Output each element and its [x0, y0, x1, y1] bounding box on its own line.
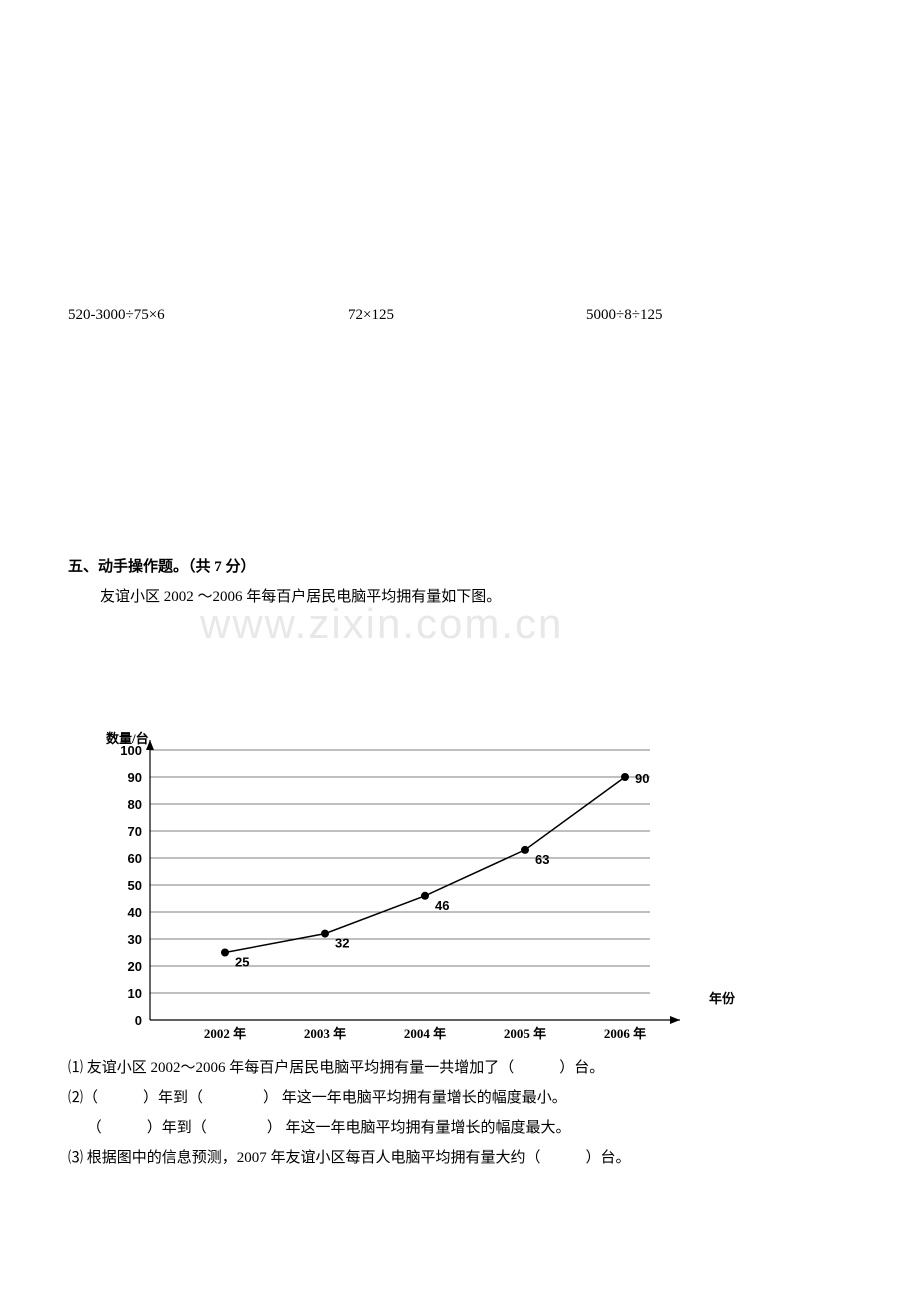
svg-text:70: 70: [128, 824, 142, 839]
y-axis-label: 数量/台: [106, 728, 149, 747]
svg-text:46: 46: [435, 898, 449, 913]
svg-text:60: 60: [128, 851, 142, 866]
question-2a: ⑵（ ）年到（ ） 年这一年电脑平均拥有量增长的幅度最小。: [68, 1085, 868, 1111]
section-5-title: 五、动手操作题。（共 7 分）: [68, 555, 256, 576]
svg-text:20: 20: [128, 959, 142, 974]
svg-text:2006 年: 2006 年: [604, 1026, 646, 1040]
svg-text:63: 63: [535, 852, 549, 867]
question-list: ⑴ 友谊小区 2002～2006 年每百户居民电脑平均拥有量一共增加了（ ）台。…: [68, 1055, 868, 1175]
x-axis-label: 年份: [709, 988, 735, 1007]
equation-3: 5000÷8÷125: [586, 307, 662, 324]
question-2b: （ ）年到（ ） 年这一年电脑平均拥有量增长的幅度最大。: [68, 1115, 868, 1141]
line-chart: 数量/台 01020304050607080901002002 年2003 年2…: [100, 720, 700, 1040]
svg-text:25: 25: [235, 955, 249, 970]
section-5-intro: 友谊小区 2002 ～2006 年每百户居民电脑平均拥有量如下图。: [100, 585, 501, 606]
equation-1: 520-3000÷75×6: [68, 307, 165, 324]
svg-text:2002 年: 2002 年: [204, 1026, 246, 1040]
equation-2: 72×125: [348, 307, 394, 324]
question-1: ⑴ 友谊小区 2002～2006 年每百户居民电脑平均拥有量一共增加了（ ）台。: [68, 1055, 868, 1081]
svg-text:32: 32: [335, 936, 349, 951]
svg-text:2004 年: 2004 年: [404, 1026, 446, 1040]
svg-text:90: 90: [635, 771, 649, 786]
chart-svg: 01020304050607080901002002 年2003 年2004 年…: [100, 720, 700, 1040]
svg-text:40: 40: [128, 905, 142, 920]
svg-text:30: 30: [128, 932, 142, 947]
svg-text:80: 80: [128, 797, 142, 812]
svg-text:50: 50: [128, 878, 142, 893]
svg-text:90: 90: [128, 770, 142, 785]
svg-text:2003 年: 2003 年: [304, 1026, 346, 1040]
svg-text:10: 10: [128, 986, 142, 1001]
svg-text:2005 年: 2005 年: [504, 1026, 546, 1040]
svg-text:0: 0: [135, 1013, 142, 1028]
question-3: ⑶ 根据图中的信息预测，2007 年友谊小区每百人电脑平均拥有量大约（ ）台。: [68, 1145, 868, 1171]
watermark-text: www.zixin.com.cn: [200, 600, 563, 648]
